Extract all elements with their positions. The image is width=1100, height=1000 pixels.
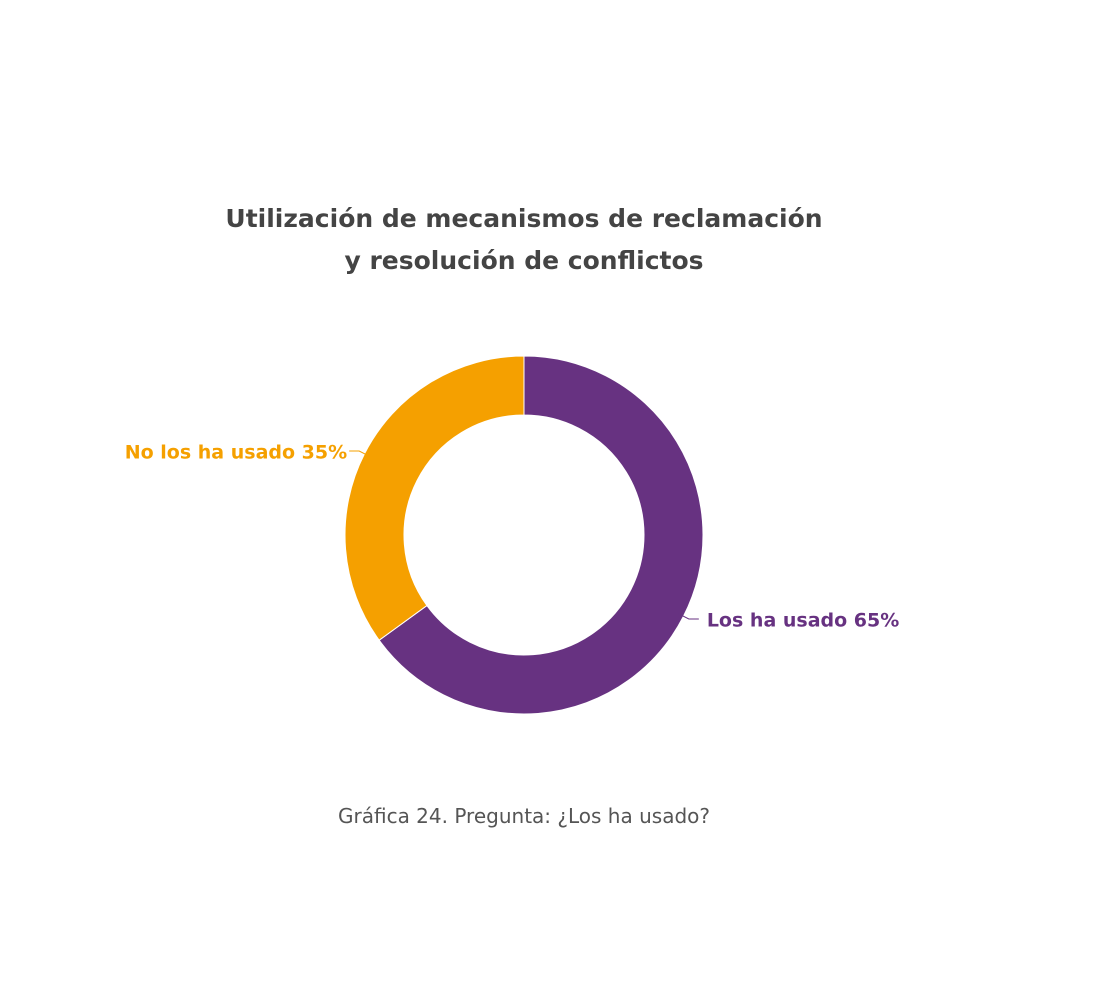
donut-slices <box>344 355 704 715</box>
chart-title-line-2: y resolución de conflictos <box>344 246 704 275</box>
leader-line-1 <box>677 613 699 620</box>
chart-title: Utilización de mecanismos de reclamación… <box>0 198 1048 282</box>
slice-label-2: No los ha usado 35% <box>125 442 347 464</box>
chart-caption: Gráfica 24. Pregunta: ¿Los ha usado? <box>338 804 710 828</box>
donut-slice-2 <box>344 355 525 641</box>
label-leaders <box>349 450 699 620</box>
slice-labels: Los ha usado 65% No los ha usado 35% <box>125 442 900 632</box>
chart-title-line-1: Utilización de mecanismos de reclamación <box>225 204 823 233</box>
leader-line-2 <box>349 450 371 457</box>
donut-slice-1 <box>378 355 704 715</box>
slice-label-1: Los ha usado 65% <box>707 609 899 631</box>
